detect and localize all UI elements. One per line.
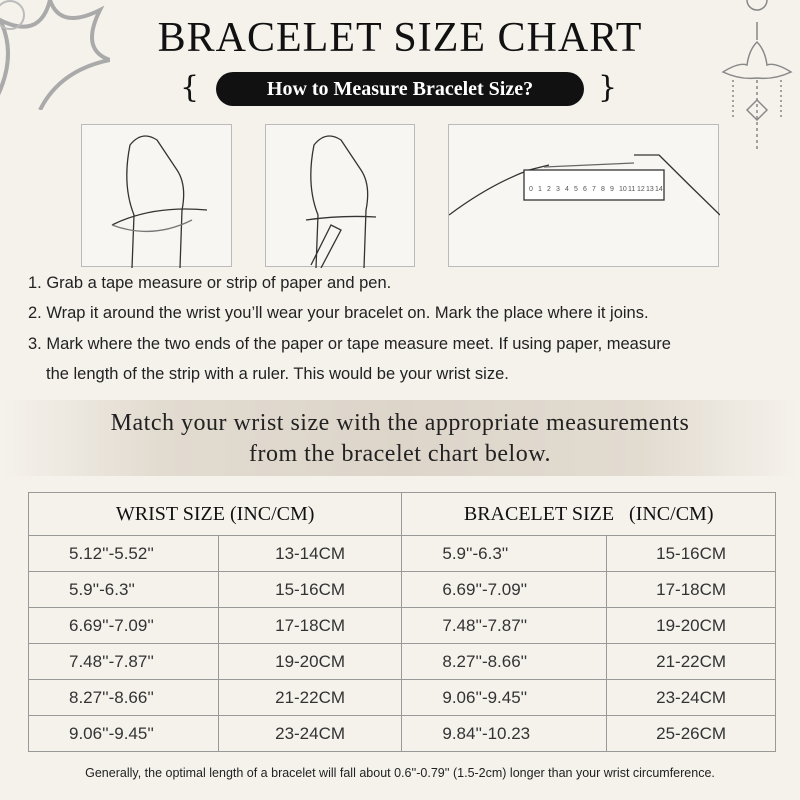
ruler-number: 3 xyxy=(556,186,560,193)
wrist-inches: 8.27''-8.66'' xyxy=(28,679,219,716)
banner-line-1: Match your wrist size with the appropria… xyxy=(110,410,690,436)
bracelet-inches: 8.27''-8.66'' xyxy=(401,643,608,680)
mandala-decoration-icon xyxy=(0,0,110,110)
wrist-inches: 7.48''-7.87'' xyxy=(28,643,219,680)
ruler-number: 1 xyxy=(538,186,542,193)
page-title: BRACELET SIZE CHART xyxy=(157,15,643,61)
ruler-number: 14 xyxy=(655,186,663,193)
hands-with-ruler-icon: 0 1 2 3 4 5 6 7 8 9 10 11 12 13 14 xyxy=(448,154,721,216)
ruler-number: 9 xyxy=(610,186,614,193)
table-row: 6.69''-7.09'' 17-18CM 7.48''-7.87'' 19-20CM xyxy=(28,607,776,644)
right-flourish-icon: } xyxy=(598,70,618,105)
illustration-mark-pen xyxy=(265,124,415,269)
wrist-cm: 23-24CM xyxy=(217,715,403,752)
wrist-cm: 13-14CM xyxy=(217,535,403,572)
table-row: 7.48''-7.87'' 19-20CM 8.27''-8.66'' 21-22CM xyxy=(28,643,776,680)
table-row: 5.12''-5.52'' 13-14CM 5.9''-6.3'' 15-16CM xyxy=(28,535,776,572)
ruler-number: 12 xyxy=(637,186,645,193)
hand-icon xyxy=(111,135,208,269)
banner-line-2: from the bracelet chart below. xyxy=(249,441,551,467)
bracelet-cm: 25-26CM xyxy=(606,715,776,752)
table-row: 5.9''-6.3'' 15-16CM 6.69''-7.09'' 17-18CM xyxy=(28,571,776,608)
wrist-inches: 5.12''-5.52'' xyxy=(28,535,219,572)
lotus-decoration-icon xyxy=(721,0,793,150)
ruler-number: 13 xyxy=(646,186,654,193)
wrist-inches: 5.9''-6.3'' xyxy=(28,571,219,608)
bracelet-inches: 9.06''-9.45'' xyxy=(401,679,608,716)
bracelet-inches: 9.84''-10.23 xyxy=(401,715,608,752)
header-bracelet-size: BRACELET SIZE (INC/CM) xyxy=(401,492,776,536)
bracelet-inches: 6.69''-7.09'' xyxy=(401,571,608,608)
size-chart-table: WRIST SIZE (INC/CM) BRACELET SIZE (INC/C… xyxy=(27,492,776,752)
subtitle-badge: How to Measure Bracelet Size? xyxy=(216,72,584,106)
bracelet-cm: 17-18CM xyxy=(606,571,776,608)
bracelet-cm: 23-24CM xyxy=(606,679,776,716)
wrist-inches: 6.69''-7.09'' xyxy=(28,607,219,644)
table-row: 8.27''-8.66'' 21-22CM 9.06''-9.45'' 23-24CM xyxy=(28,679,776,716)
ruler-number: 10 xyxy=(619,186,627,193)
ruler-number: 5 xyxy=(574,186,578,193)
hand-with-pen-icon xyxy=(305,135,377,269)
wrist-inches: 9.06''-9.45'' xyxy=(28,715,219,752)
bracelet-inches: 5.9''-6.3'' xyxy=(401,535,608,572)
instruction-step-3-cont: the length of the strip with a ruler. Th… xyxy=(46,365,509,383)
ruler-number: 7 xyxy=(592,186,596,193)
ruler-number: 8 xyxy=(601,186,605,193)
illustration-ruler: 0 1 2 3 4 5 6 7 8 9 10 11 12 13 14 xyxy=(448,124,721,267)
ruler-number: 2 xyxy=(547,186,551,193)
wrist-cm: 19-20CM xyxy=(217,643,403,680)
ruler-number: 0 xyxy=(529,186,533,193)
header-wrist-size: WRIST SIZE (INC/CM) xyxy=(27,492,403,536)
ruler-number: 4 xyxy=(565,186,569,193)
bracelet-cm: 15-16CM xyxy=(606,535,776,572)
ruler-number: 6 xyxy=(583,186,587,193)
match-banner: Match your wrist size with the appropria… xyxy=(0,400,800,476)
bracelet-cm: 19-20CM xyxy=(606,607,776,644)
illustration-hand-wrap xyxy=(81,124,232,269)
instruction-step-2: 2. Wrap it around the wrist you’ll wear … xyxy=(28,304,649,322)
bracelet-inches: 7.48''-7.87'' xyxy=(401,607,608,644)
instruction-step-3: 3. Mark where the two ends of the paper … xyxy=(28,335,671,353)
wrist-cm: 15-16CM xyxy=(217,571,403,608)
ruler-number: 11 xyxy=(628,186,635,193)
wrist-cm: 21-22CM xyxy=(217,679,403,716)
table-row: 9.06''-9.45'' 23-24CM 9.84''-10.23 25-26CM xyxy=(28,715,776,752)
left-flourish-icon: { xyxy=(180,70,200,105)
footer-note: Generally, the optimal length of a brace… xyxy=(85,766,715,780)
wrist-cm: 17-18CM xyxy=(217,607,403,644)
instruction-step-1: 1. Grab a tape measure or strip of paper… xyxy=(28,274,392,292)
bracelet-cm: 21-22CM xyxy=(606,643,776,680)
